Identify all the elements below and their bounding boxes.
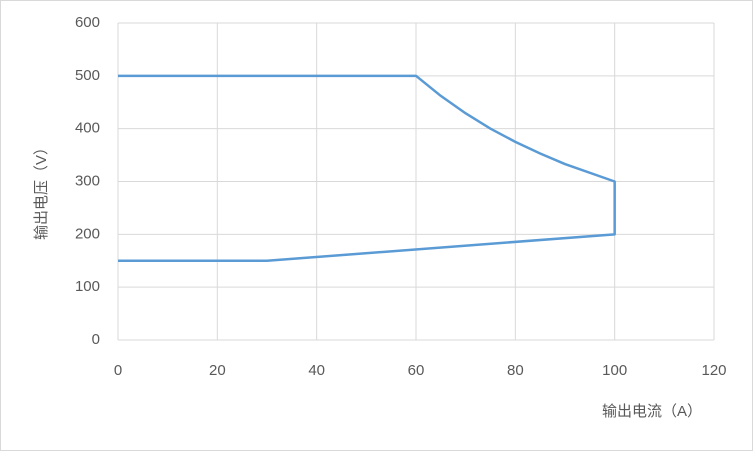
x-tick-label: 100: [602, 362, 627, 379]
y-tick-label: 200: [75, 225, 100, 242]
y-tick-label: 100: [75, 278, 100, 295]
x-tick-label: 60: [408, 362, 425, 379]
y-tick-label: 300: [75, 172, 100, 189]
y-axis-label: 输出电压（V）: [33, 140, 50, 240]
y-tick-label: 0: [92, 331, 100, 348]
x-tick-label: 80: [507, 362, 524, 379]
y-tick-label: 600: [75, 14, 100, 31]
x-tick-label: 40: [308, 362, 325, 379]
data-line: [118, 74, 616, 262]
x-axis-label: 输出电流（A）: [602, 403, 702, 420]
x-tick-label: 20: [209, 362, 226, 379]
y-tick-label: 400: [75, 120, 100, 137]
y-tick-label: 500: [75, 67, 100, 84]
x-tick-label: 120: [701, 362, 726, 379]
x-tick-label: 0: [114, 362, 122, 379]
